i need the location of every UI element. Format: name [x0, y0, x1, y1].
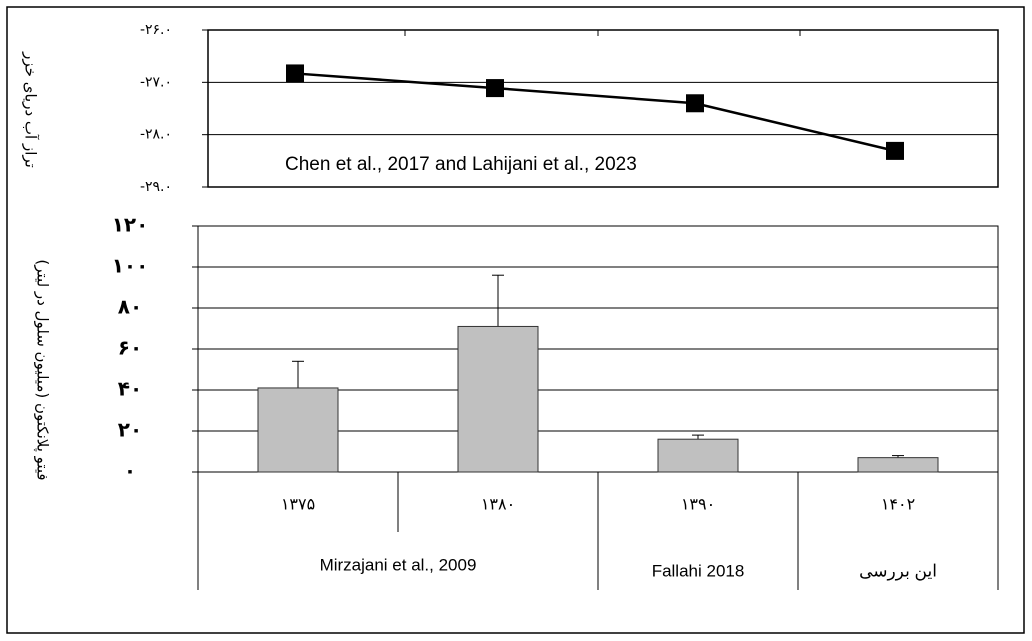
y-tick-label: ۱۰۰ [112, 254, 149, 278]
y-tick-label: ۴۰ [118, 377, 142, 401]
x-tick-label: ۱۳۹۰ [681, 495, 715, 514]
group-label: Fallahi 2018 [652, 561, 745, 580]
y-axis-label: تراز آب دریای خزر [22, 51, 40, 168]
line [294, 72, 896, 153]
y-tick-label: -۲۶.۰ [140, 22, 172, 38]
y-tick-label: -۲۸.۰ [140, 127, 172, 143]
y-tick-label: ۸۰ [118, 295, 142, 319]
marker [886, 141, 904, 160]
y-tick-label: ۰ [124, 459, 136, 483]
x-tick-label: ۱۴۰۲ [881, 495, 915, 514]
y-tick-label: -۲۷.۰ [140, 74, 172, 90]
bar [857, 457, 939, 473]
y-tick-label: ۲۰ [118, 418, 142, 442]
marker [686, 94, 704, 113]
marker [486, 79, 504, 98]
bar [257, 387, 339, 473]
group-label: این بررسی [859, 561, 937, 581]
y-tick-label: ۱۲۰ [112, 213, 149, 237]
group-label: Mirzajani et al., 2009 [320, 555, 477, 574]
marker [286, 64, 304, 83]
y-tick-label: -۲۹.۰ [140, 179, 172, 195]
annotation: Chen et al., 2017 and Lahijani et al., 2… [285, 154, 637, 175]
bar [457, 325, 539, 473]
x-tick-label: ۱۳۸۰ [481, 495, 515, 514]
x-tick-label: ۱۳۷۵ [281, 495, 315, 514]
y-tick-label: ۶۰ [118, 336, 142, 360]
frame [6, 6, 1025, 634]
y-axis-label: فیتو پلانکتون (میلیون سلول در لیتر) [33, 259, 52, 480]
bar [657, 438, 739, 473]
